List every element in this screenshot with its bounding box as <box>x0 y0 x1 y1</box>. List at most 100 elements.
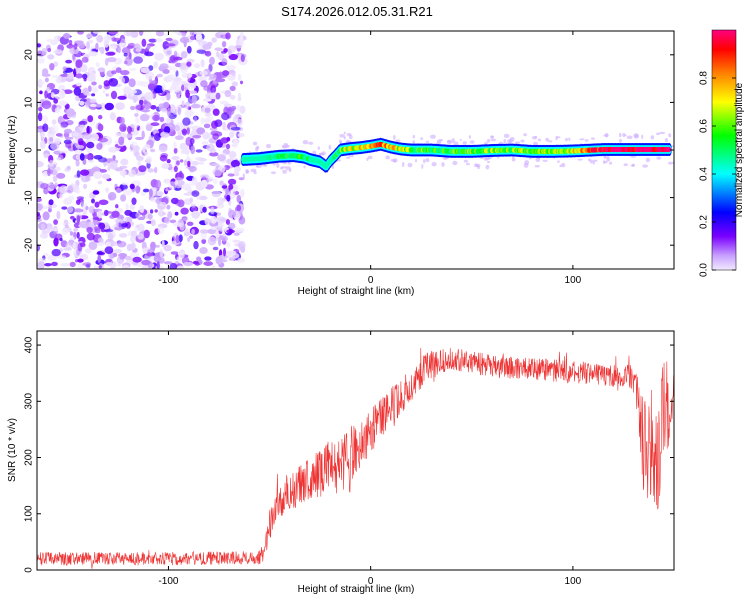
noise-speckle <box>72 132 80 137</box>
noise-speckle <box>561 162 566 168</box>
noise-speckle <box>85 206 89 210</box>
noise-speckle <box>56 172 66 179</box>
noise-speckle <box>231 81 238 87</box>
noise-speckle <box>623 163 628 167</box>
noise-speckle <box>97 180 103 185</box>
noise-speckle <box>236 194 242 203</box>
noise-speckle <box>37 43 42 48</box>
noise-speckle <box>174 124 180 132</box>
noise-speckle <box>77 138 84 146</box>
noise-speckle <box>170 55 177 63</box>
noise-speckle <box>465 162 470 166</box>
snr-frame <box>36 330 675 571</box>
noise-speckle <box>121 222 129 228</box>
noise-speckle <box>75 82 82 87</box>
noise-speckle <box>40 223 45 231</box>
noise-speckle <box>202 131 210 140</box>
colorbar-tick-label: 0.0 <box>699 263 710 277</box>
noise-speckle <box>206 143 215 152</box>
noise-speckle <box>89 192 95 199</box>
noise-speckle <box>191 190 200 197</box>
noise-speckle <box>135 212 141 219</box>
noise-speckle <box>178 170 183 179</box>
noise-speckle <box>139 113 150 122</box>
noise-speckle <box>74 139 79 147</box>
noise-speckle <box>221 112 230 121</box>
noise-speckle <box>161 240 165 248</box>
noise-speckle <box>425 158 430 163</box>
noise-speckle <box>47 227 55 232</box>
noise-speckle <box>91 93 96 97</box>
noise-speckle <box>618 138 622 143</box>
noise-speckle <box>69 231 74 236</box>
noise-speckle <box>123 60 128 65</box>
noise-speckle <box>120 117 125 126</box>
noise-speckle <box>152 114 160 122</box>
noise-speckle <box>609 161 613 165</box>
signal-core <box>667 146 672 153</box>
noise-speckle <box>92 216 99 220</box>
noise-speckle <box>523 162 529 168</box>
noise-speckle <box>198 76 204 82</box>
noise-speckle <box>80 64 88 73</box>
noise-speckle <box>239 105 246 114</box>
noise-speckle <box>187 160 191 168</box>
noise-speckle <box>180 51 188 59</box>
noise-speckle <box>129 183 135 190</box>
noise-speckle <box>208 73 217 80</box>
noise-speckle <box>211 190 221 198</box>
noise-speckle <box>86 33 93 39</box>
noise-speckle <box>186 127 190 135</box>
noise-speckle <box>104 102 115 111</box>
noise-speckle <box>87 85 92 92</box>
noise-speckle <box>87 39 94 44</box>
noise-speckle <box>75 73 83 79</box>
noise-speckle <box>76 215 81 224</box>
noise-speckle <box>276 163 280 168</box>
noise-speckle <box>120 158 129 166</box>
noise-speckle <box>93 265 98 269</box>
noise-speckle <box>233 232 240 236</box>
noise-speckle <box>150 246 155 253</box>
noise-speckle <box>491 135 495 138</box>
noise-speckle <box>46 86 51 93</box>
noise-speckle <box>173 31 180 34</box>
noise-speckle <box>485 164 490 170</box>
snr-panel: -100 0 100 0 100 200 300 400 Height of straigh… <box>7 330 675 595</box>
noise-speckle <box>123 52 128 57</box>
noise-speckle <box>642 164 648 168</box>
noise-speckle <box>238 53 242 63</box>
noise-speckle <box>50 142 60 151</box>
spectrogram-x-ticks: -100 0 100 <box>158 31 582 286</box>
noise-speckle <box>159 249 164 258</box>
noise-speckle <box>56 157 62 161</box>
noise-speckle <box>38 258 47 262</box>
noise-speckle <box>79 253 89 261</box>
noise-speckle <box>568 137 571 141</box>
noise-speckle <box>189 235 193 239</box>
noise-speckle <box>108 31 118 35</box>
colorbar-tick-label: 0.6 <box>699 119 710 133</box>
colorbar-gradient <box>711 29 737 271</box>
noise-speckle <box>255 165 262 168</box>
noise-speckle <box>81 56 89 63</box>
noise-speckle <box>395 139 401 143</box>
noise-speckle <box>48 159 55 168</box>
noise-speckle <box>338 139 342 144</box>
noise-speckle <box>37 203 43 211</box>
noise-speckle <box>147 261 153 269</box>
noise-speckle <box>138 165 147 173</box>
noise-speckle <box>60 262 70 267</box>
noise-speckle <box>97 251 103 255</box>
noise-speckle <box>91 81 97 86</box>
noise-speckle <box>420 137 424 141</box>
noise-speckle <box>108 78 119 87</box>
noise-speckle <box>317 146 320 150</box>
noise-speckle <box>55 75 62 84</box>
noise-speckle <box>490 138 497 142</box>
noise-speckle <box>41 47 47 56</box>
noise-speckle <box>668 133 672 138</box>
noise-speckle <box>146 162 151 169</box>
noise-speckle <box>45 44 51 52</box>
